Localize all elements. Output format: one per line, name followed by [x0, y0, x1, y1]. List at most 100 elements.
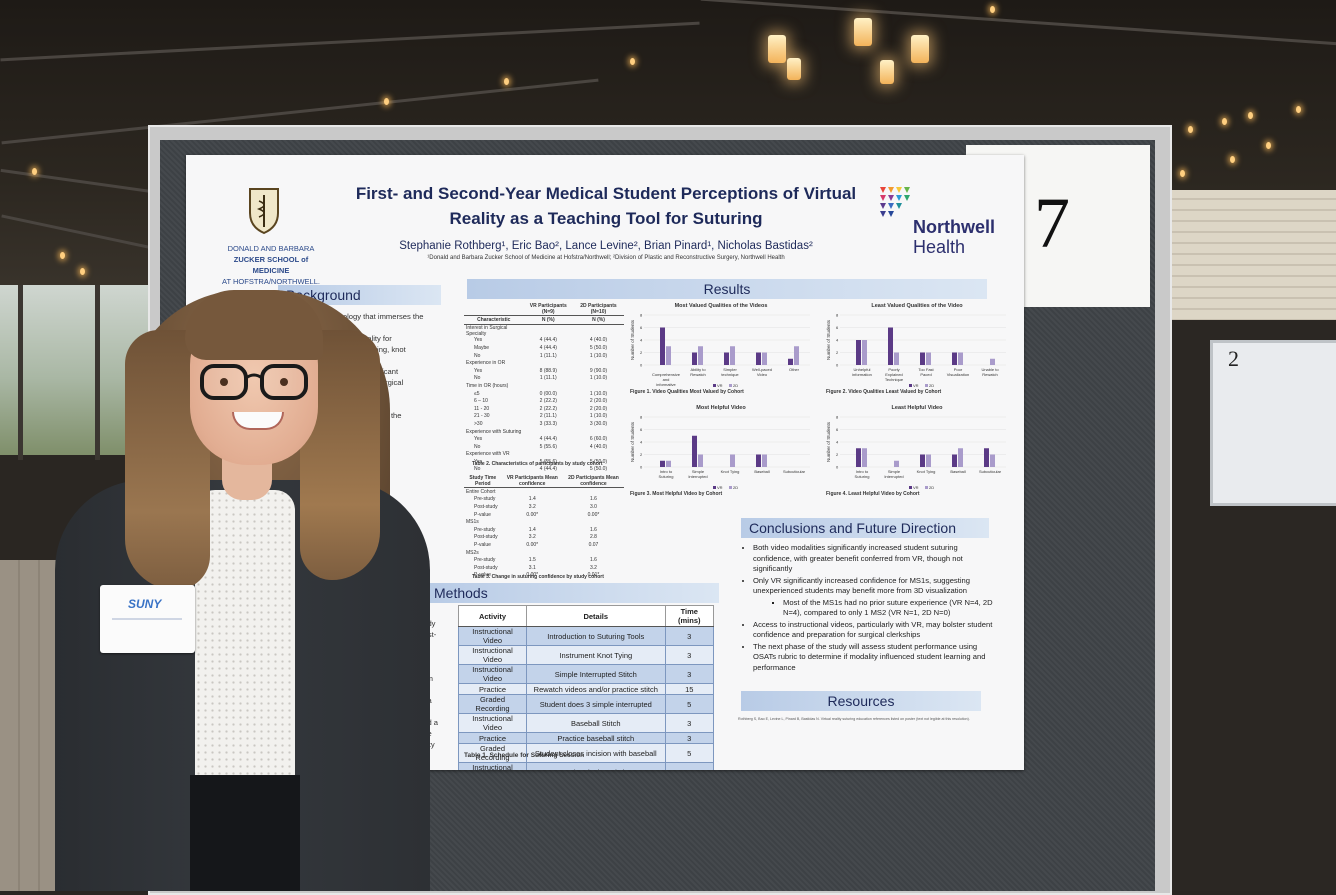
table-caption: Table 3. Change in suturing confidence b…	[472, 574, 604, 580]
table-cell: Yes	[474, 458, 483, 465]
table-row: ≤5 0 (00.0) 1 (10.0)	[464, 390, 624, 398]
figure-caption: Figure 3. Most Helpful Video by Cohort	[630, 491, 723, 497]
bar-vr	[756, 454, 761, 467]
x-tick-label: information	[852, 372, 872, 377]
y-axis-label: Number of Students	[630, 421, 635, 462]
table-cell: MS1s	[466, 519, 479, 526]
section-header-conclusions: Conclusions and Future Direction	[741, 518, 989, 538]
bar-2d	[666, 346, 671, 365]
table-caption: Table 1. Schedule for Suturing Session	[464, 752, 585, 759]
table-cell: Pre-study	[474, 496, 496, 503]
x-tick-label: Explained	[885, 372, 903, 377]
table-header-cell: N (%)	[523, 315, 573, 325]
table-cell	[502, 488, 563, 496]
table-cell: ≤5	[474, 390, 480, 397]
table-cell: 3	[664, 664, 715, 684]
table-header-cell: 2D Participants (N=10)	[572, 303, 624, 316]
table-cell: 3 (30.0)	[589, 420, 608, 427]
chart-title: Most Valued Qualities of the Videos	[674, 303, 768, 309]
string-light	[1296, 106, 1301, 113]
section-header-methods: Methods	[426, 583, 719, 603]
x-tick-label: Paced	[920, 372, 931, 377]
table-row: Interest in Surgical Specialty	[464, 324, 624, 337]
x-tick-label: Baseball	[950, 469, 965, 474]
table-row: No 4 (44.4) 5 (50.0)	[464, 466, 624, 474]
participant-characteristics-table: VR Participants (N=9) 2D Participants (N=…	[464, 303, 624, 473]
x-tick-label: Simple	[888, 469, 901, 474]
y-tick-label: 6	[640, 427, 643, 432]
figure-caption: Figure 4. Least Helpful Video by Cohort	[826, 491, 920, 497]
x-tick-label: Ability to	[690, 367, 706, 372]
conclusion-item: Only VR significantly increased confiden…	[753, 576, 998, 597]
table-cell: 3 (33.3)	[539, 420, 557, 427]
table-cell: Entire Cohort	[466, 488, 496, 495]
bar-vr	[660, 460, 665, 467]
legend-swatch	[713, 384, 716, 387]
table-caption: Table 2. Characteristics of participants…	[472, 461, 603, 467]
table-cell: 3.2	[528, 503, 536, 510]
table-row: MS1s	[464, 518, 624, 526]
table-cell: Instructional Video	[457, 762, 528, 770]
string-light	[630, 58, 635, 65]
table-row: Post-study 3.2 3.0	[464, 503, 624, 511]
bar-2d	[990, 358, 995, 365]
string-light	[1180, 170, 1185, 177]
table-cell: 3	[664, 762, 715, 770]
bar-2d	[926, 352, 931, 365]
bar-2d	[698, 454, 703, 467]
table-cell: Graded Recording	[457, 694, 528, 714]
table-row: Instructional Video Instrument Knot Tying…	[457, 645, 715, 665]
table-cell: 5 (50.0)	[589, 344, 608, 351]
window-mullion	[95, 285, 100, 460]
y-tick-label: 8	[836, 313, 839, 318]
table-cell: Introduction to Suturing Tools	[526, 626, 666, 646]
table-cell: Practice	[457, 683, 528, 695]
table-cell: 0.07	[588, 541, 599, 548]
table-cell: 4 (40.0)	[589, 337, 608, 344]
legend-swatch	[925, 486, 928, 489]
table-row: Graded Recording Student closes incision …	[457, 743, 715, 763]
bar-2d	[730, 346, 735, 365]
table-row: Entire Cohort	[464, 488, 624, 496]
bar-2d	[862, 340, 867, 365]
table-cell: 3.2	[589, 564, 597, 571]
poster-authors: Stephanie Rothberg¹, Eric Bao², Lance Le…	[399, 240, 813, 252]
string-light	[384, 98, 389, 105]
legend-swatch	[713, 486, 716, 489]
table-cell: Instrument Knot Tying	[526, 645, 666, 665]
table-cell	[563, 488, 624, 496]
table-cell: 0.00*	[526, 541, 539, 548]
table-cell: Post-study	[474, 534, 498, 541]
table-cell: Instructional Video	[457, 645, 528, 665]
table-cell: 9 (90.0)	[589, 367, 608, 374]
table-row: P-value 0.00* 0.07	[464, 541, 624, 549]
y-axis-label: Number of Students	[630, 319, 635, 360]
badge-logo: SUNY	[128, 597, 162, 611]
table-cell: No	[474, 352, 481, 359]
y-tick-label: 4	[640, 440, 643, 445]
bar-2d	[698, 346, 703, 365]
y-tick-label: 2	[640, 452, 643, 457]
legend-label: VR	[717, 383, 723, 388]
school-logo-line: DONALD AND BARBARA	[227, 244, 315, 253]
table-cell: 3.2	[528, 534, 536, 541]
table-cell: Post-study	[474, 564, 498, 571]
table-cell: 15	[664, 683, 715, 695]
table-cell	[573, 382, 624, 390]
table-header-cell: VR Participants (N=9)	[523, 303, 573, 316]
table-cell: 4 (44.4)	[539, 344, 557, 351]
section-header-results: Results	[467, 279, 987, 299]
table-subheader-row: Characteristic N (%) N (%)	[464, 315, 624, 325]
x-tick-label: Suturing	[855, 474, 870, 479]
table-cell: 5 (50.0)	[589, 466, 608, 473]
bar-2d	[894, 352, 899, 365]
table-cell: 0.00*	[587, 511, 600, 518]
table-header-cell: Time (mins)	[664, 605, 715, 627]
table-cell: 5 (50.0)	[589, 458, 608, 465]
table-cell	[573, 451, 624, 459]
bar-vr	[856, 448, 861, 467]
y-tick-label: 2	[836, 452, 839, 457]
table-cell: Practice	[457, 732, 528, 744]
